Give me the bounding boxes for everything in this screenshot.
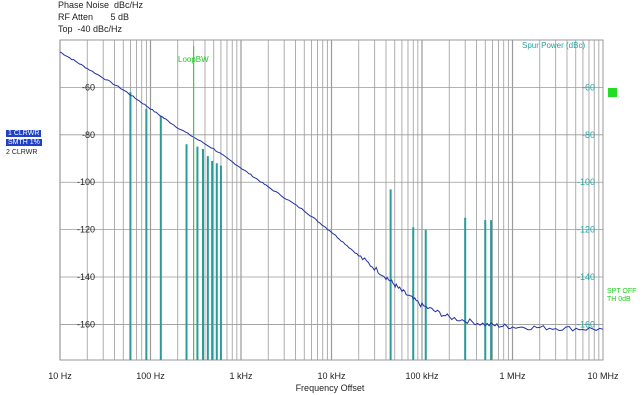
header-rf-atten: RF Atten 5 dB <box>58 12 130 22</box>
spur-lines <box>129 92 493 360</box>
y-tick-label-left: -60 <box>82 82 95 92</box>
y-tick-label-right: -120 <box>577 225 595 235</box>
y-tick-label-left: -120 <box>77 225 95 235</box>
grid <box>59 39 604 361</box>
y-tick-label-left: -80 <box>82 130 95 140</box>
marker-indicator <box>608 88 617 97</box>
x-tick-label: 100 kHz <box>405 371 439 381</box>
x-tick-label: 10 MHz <box>587 371 619 381</box>
trace1-smoothing: SMTH 1% <box>6 139 42 146</box>
x-tick-label: 1 MHz <box>499 371 526 381</box>
trace2-label: 2 CLRWR <box>6 149 38 156</box>
x-axis-label: Frequency Offset <box>296 383 365 393</box>
trace1-label: 1 CLRWR <box>6 130 42 138</box>
header-top: Top -40 dBc/Hz <box>58 24 123 34</box>
y-tick-label-left: -100 <box>77 177 95 187</box>
spot-settings: SPT OFF TH 0dB <box>607 288 637 303</box>
y-tick-labels: -60 -60 -80 -80 -100 -100 -120 -120 -140 -140 -160… <box>77 82 595 329</box>
y-tick-label-right: -160 <box>577 319 595 329</box>
y-tick-label-right: -100 <box>577 177 595 187</box>
phase-noise-trace <box>59 51 604 332</box>
x-tick-label: 100 Hz <box>136 371 165 381</box>
x-tick-label: 10 kHz <box>317 371 346 381</box>
y-tick-label-right: -140 <box>577 272 595 282</box>
trace1-mode: 1 CLRWR <box>6 130 42 137</box>
header-phase-noise: Phase Noise dBc/Hz <box>58 0 144 10</box>
right-axis-title: Spur Power (dBc) <box>522 41 585 50</box>
y-tick-label-left: -140 <box>77 272 95 282</box>
x-tick-label: 1 kHz <box>229 371 253 381</box>
y-tick-label-right: -80 <box>582 130 595 140</box>
x-tick-label: 10 Hz <box>48 371 72 381</box>
loop-bw-label: LoopBW <box>178 55 209 64</box>
x-tick-labels: 10 Hz 100 Hz 1 kHz 10 kHz 100 kHz 1 MHz 10 MHz <box>48 371 619 381</box>
y-tick-label-left: -160 <box>77 319 95 329</box>
y-tick-label-right: -60 <box>582 82 595 92</box>
